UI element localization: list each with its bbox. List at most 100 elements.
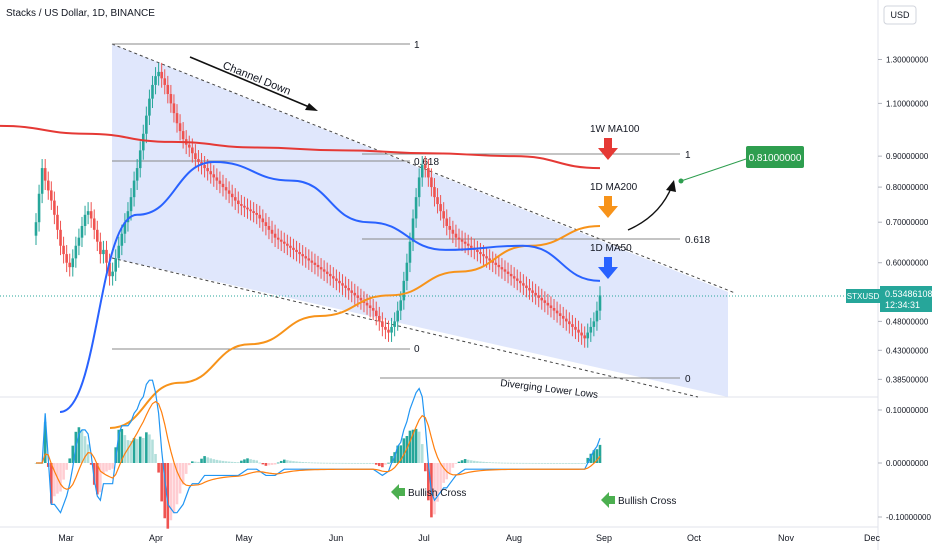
candle-body-67 (240, 204, 243, 206)
time-axis[interactable]: Mar Apr May Jun Jul Aug Sep Oct Nov Dec (58, 533, 880, 543)
candle-body-141 (466, 243, 470, 246)
macd-bar-160 (525, 462, 528, 464)
projection-curve (627, 185, 673, 231)
symbol-label: STXUSD (847, 292, 880, 301)
ma200-arrow (598, 196, 618, 218)
bullish-cross-label-2: Bullish Cross (618, 496, 676, 507)
macd-bar-12 (71, 445, 75, 463)
macd-bar-16 (83, 436, 87, 463)
macd-bar-18 (89, 463, 93, 465)
candle-body-177 (577, 329, 580, 333)
candle-body-29 (123, 222, 127, 234)
candle-body-55 (203, 165, 206, 169)
time-tick-label-7: Oct (687, 533, 702, 543)
macd-bar-63 (227, 461, 231, 463)
macd-bar-105 (356, 462, 360, 464)
candle-body-142 (469, 245, 473, 248)
macd-bar-62 (224, 461, 228, 463)
candle-body-166 (543, 300, 547, 303)
candle-body-93 (319, 267, 323, 270)
currency-button[interactable]: USD (883, 5, 917, 25)
macd-bar-164 (537, 462, 540, 464)
macd-bar-49 (184, 463, 188, 474)
macd-bar-102 (347, 462, 350, 464)
candle-body-79 (276, 237, 280, 240)
candle-body-45 (172, 103, 176, 114)
macd-bar-10 (65, 463, 68, 470)
macd-bar-99 (338, 462, 341, 464)
candle-body-125 (417, 177, 421, 198)
ma50-arrow (598, 257, 618, 279)
macd-bar-38 (151, 439, 154, 463)
candle-body-101 (344, 285, 347, 288)
fib-right-one-label: 1 (685, 150, 691, 161)
candle-body-47 (178, 123, 182, 132)
candle-body-114 (384, 326, 387, 330)
macd-bar-84 (292, 461, 295, 463)
candle-body-24 (108, 262, 111, 277)
candle-body-151 (497, 264, 501, 268)
time-tick-label-1: Apr (149, 533, 163, 543)
candle-body-144 (476, 249, 479, 252)
candle-body-98 (335, 278, 338, 281)
macd-bar-6 (53, 463, 56, 497)
target-point (678, 178, 684, 184)
candle-body-165 (540, 297, 544, 301)
macd-bar-141 (466, 459, 470, 463)
macd-bar-24 (108, 463, 111, 470)
macd-bar-71 (252, 459, 255, 463)
candle-body-18 (89, 211, 93, 219)
candle-body-133 (442, 211, 445, 219)
candle-body-136 (451, 229, 455, 234)
candle-body-64 (230, 193, 234, 198)
macd-bar-50 (187, 463, 191, 466)
candle-body-168 (549, 305, 553, 309)
candle-body-154 (506, 271, 510, 274)
candle-body-32 (132, 180, 136, 198)
macd-bar-90 (310, 462, 314, 464)
macd-bar-180 (586, 457, 590, 463)
candle-body-92 (316, 264, 320, 268)
macd-bar-73 (258, 462, 262, 464)
macd-bar-147 (485, 462, 488, 463)
macd-bar-122 (408, 430, 412, 463)
macd-bar-35 (141, 437, 145, 463)
price-tick-label-8: 0.38500000 (886, 375, 929, 384)
candle-body-46 (175, 113, 179, 124)
candle-body-150 (494, 262, 498, 265)
macd-bar-97 (332, 462, 335, 464)
macd-axis[interactable]: 0.10000000 0.00000000 -0.10000000 (878, 406, 931, 522)
bullish-cross-marker-2: Bullish Cross (601, 492, 676, 508)
candle-body-129 (430, 177, 433, 188)
candle-body-85 (295, 249, 298, 252)
candle-body-20 (96, 229, 99, 242)
macd-bar-171 (558, 462, 562, 464)
candle-body-1 (37, 193, 41, 223)
candle-body-59 (215, 177, 219, 181)
macd-bar-59 (215, 459, 219, 463)
macd-bar-130 (433, 463, 436, 515)
candle-body-26 (114, 258, 117, 272)
ma100-label: 1W MA100 (590, 124, 640, 135)
macd-bar-20 (96, 463, 99, 495)
candle-body-176 (574, 326, 577, 330)
channel-down-arrow (189, 56, 315, 110)
macd-bar-179 (583, 462, 586, 464)
ma200-label: 1D MA200 (590, 182, 638, 193)
macd-bar-39 (154, 453, 157, 463)
candle-body-116 (390, 326, 393, 333)
candle-body-113 (381, 321, 384, 327)
price-axis[interactable]: 1.30000000 1.10000000 0.90000000 0.80000000… (878, 55, 929, 384)
macd-bar-56 (206, 457, 209, 463)
candle-body-118 (396, 310, 399, 322)
macd-bar-161 (528, 462, 531, 464)
candle-body-19 (92, 218, 96, 230)
macd-bar-66 (237, 462, 240, 464)
macd-bar-112 (378, 463, 381, 467)
currency-label[interactable]: USD (890, 10, 910, 20)
macd-bar-174 (568, 462, 571, 464)
macd-bar-87 (301, 461, 304, 463)
macd-bar-5 (50, 463, 53, 504)
candle-body-16 (83, 214, 87, 226)
bullish-cross-label-1: Bullish Cross (408, 488, 466, 499)
